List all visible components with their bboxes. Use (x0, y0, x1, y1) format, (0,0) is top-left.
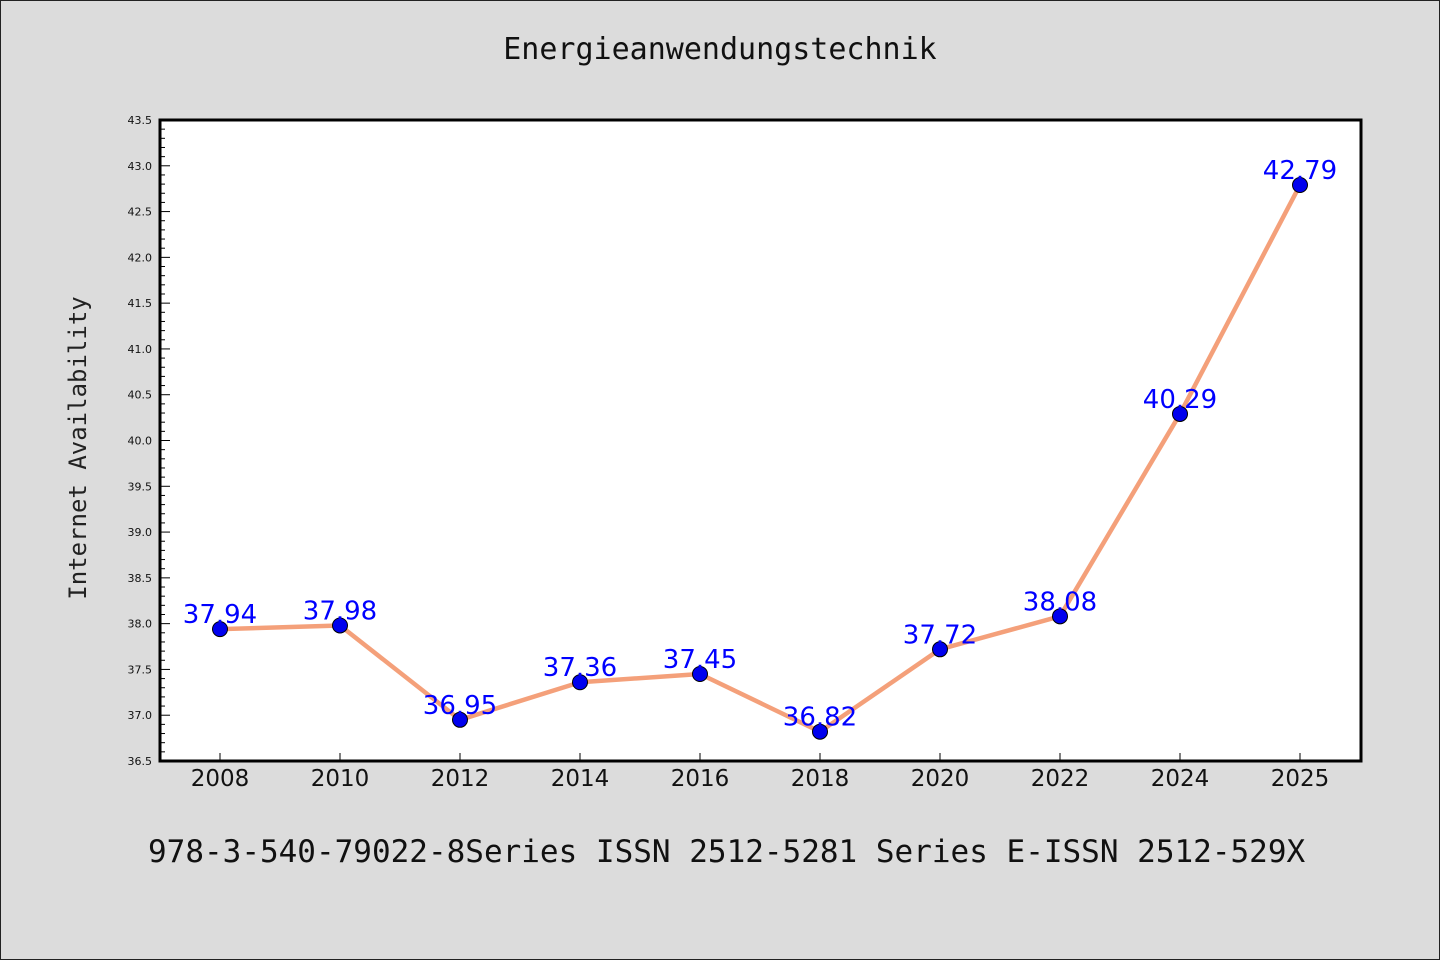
data-label: 42.79 (1263, 156, 1337, 186)
chart-title: Energieanwendungstechnik (503, 32, 937, 67)
data-label: 37.94 (183, 600, 257, 630)
data-label: 37.98 (303, 596, 377, 626)
x-tick-label: 2012 (431, 766, 490, 792)
data-point (1052, 608, 1068, 625)
y-tick-label: 38.5 (128, 572, 153, 585)
y-tick-label: 42.0 (128, 251, 153, 264)
y-tick-label: 37.0 (128, 709, 153, 722)
y-tick-label: 40.0 (128, 435, 153, 448)
y-tick-label: 43.0 (128, 160, 153, 173)
x-tick-label: 2008 (191, 766, 250, 792)
x-tick-label: 2025 (1271, 766, 1330, 792)
y-tick-label: 36.5 (128, 755, 153, 768)
data-label: 37.45 (663, 645, 737, 675)
y-tick-label: 39.5 (128, 480, 153, 493)
y-tick-label: 41.0 (128, 343, 153, 356)
data-label: 38.08 (1023, 587, 1097, 617)
data-label: 36.82 (783, 703, 857, 733)
x-tick-label: 2022 (1031, 766, 1090, 792)
y-tick-label: 38.0 (128, 618, 153, 631)
y-tick-label: 43.5 (128, 114, 153, 127)
y-tick-label: 37.5 (128, 663, 153, 676)
data-point (932, 641, 948, 658)
x-tick-label: 2010 (311, 766, 370, 792)
data-point (692, 666, 708, 683)
data-label: 37.72 (903, 620, 977, 650)
data-point (1172, 405, 1188, 422)
data-point (1292, 177, 1308, 194)
data-point (212, 621, 228, 638)
data-point (572, 674, 588, 691)
data-point (452, 711, 468, 728)
data-point (812, 723, 828, 740)
data-label: 37.36 (543, 653, 617, 683)
y-tick-label: 42.5 (128, 206, 153, 219)
x-tick-label: 2018 (791, 766, 850, 792)
data-label: 36.95 (423, 691, 497, 721)
x-tick-label: 2020 (911, 766, 970, 792)
y-axis: 36.5 37.0 37.5 38.0 38.5 39.0 39.5 40.0 40.5 41.0… (128, 114, 170, 768)
y-tick-label: 41.5 (128, 297, 153, 310)
series-line (217, 182, 1303, 734)
y-tick-label: 39.0 (128, 526, 153, 539)
x-axis: 2008 2010 2012 2014 2016 2018 2020 2022 2024 2025 (191, 753, 1330, 792)
x-tick-label: 2016 (671, 766, 730, 792)
data-label: 40.29 (1143, 385, 1217, 415)
x-tick-label: 2014 (551, 766, 610, 792)
footer-text: 978-3-540-79022-8Series ISSN 2512-5281 S… (148, 834, 1306, 870)
x-tick-label: 2024 (1151, 766, 1210, 792)
y-axis-label: Internet Availability (64, 296, 92, 599)
plot-area (158, 118, 1363, 763)
series-layer: 37.94 37.98 36.95 37.36 37.45 36.82 37.72 38.08… (183, 156, 1337, 740)
y-tick-label: 40.5 (128, 389, 153, 402)
data-point (332, 617, 348, 634)
